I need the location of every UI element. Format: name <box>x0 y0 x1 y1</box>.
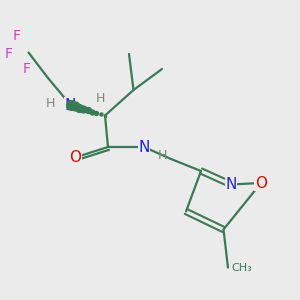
Text: N: N <box>225 177 237 192</box>
Text: CH₃: CH₃ <box>231 262 252 273</box>
Text: H: H <box>157 149 167 162</box>
Text: F: F <box>13 29 20 43</box>
Text: F: F <box>23 62 31 76</box>
Text: N: N <box>65 98 76 112</box>
Text: N: N <box>138 140 150 154</box>
Text: F: F <box>5 47 13 61</box>
Text: O: O <box>69 150 81 165</box>
Text: H: H <box>45 97 55 110</box>
Text: H: H <box>96 92 105 105</box>
Text: O: O <box>255 176 267 190</box>
